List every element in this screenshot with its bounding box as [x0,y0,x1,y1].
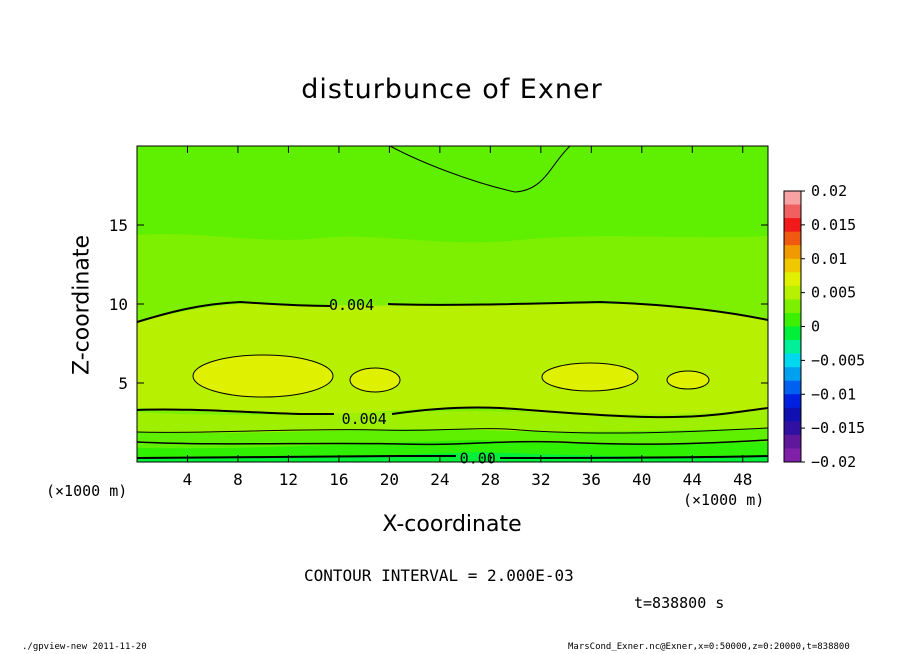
colorbar-swatch [784,285,801,300]
x-unit-label-left: (×1000 m) [46,482,128,500]
colorbar-swatch [784,340,801,355]
field-core-2 [350,368,400,392]
colorbar-swatch [784,258,801,273]
contour-core-1 [192,354,334,398]
colorbar-swatch [784,353,801,368]
contour-interval-label: CONTOUR INTERVAL = 2.000E-03 [304,566,574,585]
contour-line-zero [137,455,768,459]
field-core-3 [542,363,638,391]
colorbar-swatch [784,421,801,436]
x-tick-label: 28 [481,470,500,489]
colorbar-label: −0.015 [811,419,865,437]
colorbar-label: 0.01 [811,250,847,268]
colorbar-swatch [784,407,801,422]
x-axis-label: X-coordinate [382,512,522,537]
colorbar-swatch [784,448,801,463]
x-axis: 4 8 12 16 20 24 28 32 36 40 44 48 [183,146,752,489]
contour-core-3 [541,362,639,392]
x-tick-label: 12 [279,470,298,489]
x-tick-label: 48 [733,470,752,489]
x-tick-label: 36 [582,470,601,489]
x-tick-label: 20 [380,470,399,489]
colorbar: 0.02 0.015 0.01 0.005 0 −0.005 −0.01 −0.015 −0.0… [783,182,865,471]
x-tick-label: 8 [233,470,243,489]
y-axis: 5 10 15 [109,216,768,393]
contour-label: 0.004 [342,410,387,428]
x-tick-label: 4 [183,470,193,489]
colorbar-label: 0.015 [811,216,856,234]
colorbar-label: −0.02 [811,453,856,471]
colorbar-label: −0.01 [811,385,856,403]
y-tick-label: 5 [118,374,128,393]
contour-label: 0.004 [329,296,374,314]
colorbar-swatch [784,231,801,246]
y-tick-label: 15 [109,216,128,235]
contour-labels: 0.004 0.004 0.00 [329,296,496,467]
colorbar-label: 0.02 [811,182,847,200]
x-tick-label: 16 [329,470,348,489]
colorbar-swatch [784,299,801,314]
colorbar-swatch [784,326,801,341]
chart-title: disturbunce of Exner [301,74,603,105]
colorbar-swatch [784,191,801,206]
x-tick-label: 40 [632,470,651,489]
x-tick-label: 32 [531,470,550,489]
plot-area [137,146,768,462]
colorbar-label: −0.005 [811,351,865,369]
contour-line-bottom-b [137,439,768,446]
colorbar-label: 0 [811,318,820,336]
contour-core-4 [666,370,710,390]
colorbar-swatch [784,312,801,327]
contour-core-2 [349,367,401,393]
x-tick-label: 44 [683,470,702,489]
time-label: t=838800 s [634,594,725,612]
field-upper-region [137,146,768,243]
colorbar-swatch [784,272,801,287]
colorbar-swatch [784,367,801,382]
colorbar-swatch [784,204,801,219]
contour-label: 0.00 [460,449,496,467]
colorbar-swatch [784,218,801,233]
footer-left: ./gpview-new 2011-11-20 [22,642,147,652]
x-tick-label: 24 [430,470,449,489]
y-tick-label: 10 [109,295,128,314]
contour-line-bottom-a [137,427,768,434]
x-unit-label-right: (×1000 m) [683,491,765,509]
contour-line-lower-0004 [137,406,768,419]
y-axis-label: Z-coordinate [69,235,95,375]
colorbar-label: 0.005 [811,284,856,302]
field-bottom-band-4 [137,452,768,462]
colorbar-swatch [784,394,801,409]
contour-line-upper-0004 [137,300,768,323]
field-core-4 [667,371,709,389]
colorbar-swatch [784,434,801,449]
contour-line-top [389,146,571,193]
field-core-1 [193,355,333,397]
colorbar-swatch [784,380,801,395]
footer-right: MarsCond_Exner.nc@Exner,x=0:50000,z=0:20… [568,642,850,652]
colorbar-swatch [784,245,801,260]
